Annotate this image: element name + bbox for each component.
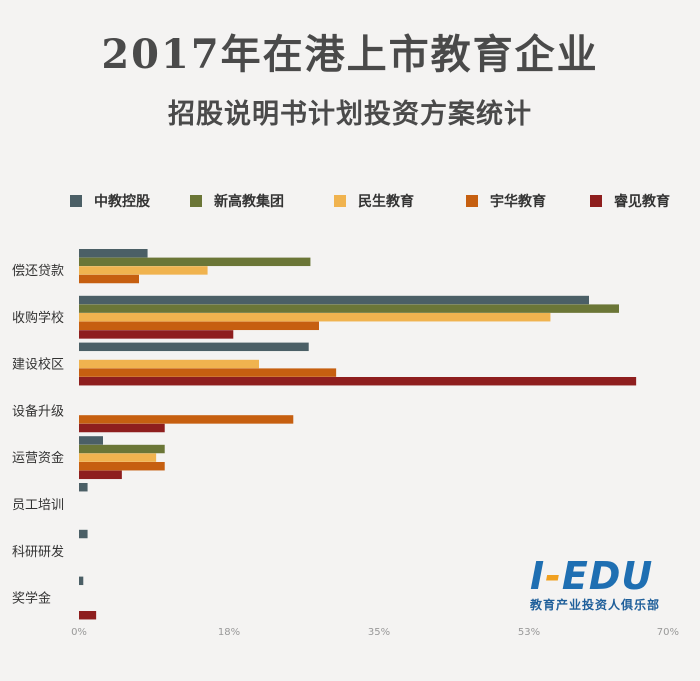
legend: 中教控股 新高教集团 民生教育 宇华教育 睿见教育	[70, 191, 690, 211]
bar	[79, 462, 165, 471]
category-label: 收购学校	[12, 310, 64, 326]
x-tick-label: 18%	[218, 627, 240, 638]
legend-label: 中教控股	[94, 194, 150, 210]
category-label: 运营资金	[12, 450, 64, 466]
bar	[79, 304, 619, 313]
bar	[79, 415, 294, 424]
x-tick-labels: 0% 18% 35% 53% 70%	[71, 627, 679, 638]
bar	[79, 483, 88, 492]
x-tick-label: 0%	[71, 627, 87, 638]
chart-subtitle: 招股说明书计划投资方案统计	[168, 99, 532, 130]
category-label: 设备升级	[12, 403, 64, 419]
bar	[79, 359, 259, 369]
legend-item-xingaojiao: 新高教集团	[190, 191, 284, 211]
bar	[79, 266, 208, 275]
chart-title: 2017年在港上市教育企业	[101, 31, 599, 78]
bar	[79, 257, 311, 267]
bars	[79, 249, 637, 620]
category-label: 建设校区	[12, 357, 64, 373]
category-label: 奖学金	[12, 591, 51, 607]
legend-swatch	[70, 195, 82, 207]
legend-label: 睿见教育	[614, 194, 670, 210]
category-label: 偿还贷款	[12, 264, 64, 279]
legend-swatch	[190, 195, 202, 207]
bar	[79, 470, 122, 480]
bar	[79, 249, 148, 258]
bar	[79, 611, 97, 620]
legend-swatch	[466, 195, 478, 207]
bar	[79, 576, 84, 586]
bar	[79, 436, 103, 445]
bar	[79, 295, 589, 305]
legend-item-yuhua: 宇华教育	[466, 191, 546, 211]
bar	[79, 321, 319, 331]
bar	[79, 453, 157, 462]
i-edu-logo: I-EDU 教育产业投资人俱乐部	[530, 556, 690, 618]
legend-item-ruijian: 睿见教育	[590, 191, 670, 211]
x-tick-label: 53%	[518, 627, 540, 638]
x-tick-label: 70%	[657, 627, 679, 638]
legend-label: 宇华教育	[490, 194, 546, 210]
bar	[79, 368, 337, 377]
logo-tagline: 教育产业投资人俱乐部	[530, 598, 661, 612]
legend-label: 新高教集团	[214, 194, 284, 210]
legend-label: 民生教育	[358, 194, 414, 210]
legend-item-minsheng: 民生教育	[334, 191, 414, 211]
legend-swatch	[590, 195, 602, 207]
legend-swatch	[334, 195, 346, 207]
bar	[79, 377, 637, 386]
bar	[79, 313, 551, 322]
category-label: 科研研发	[12, 544, 64, 560]
category-label: 员工培训	[12, 497, 64, 513]
bar	[79, 274, 139, 284]
bar	[79, 529, 88, 539]
x-tick-label: 35%	[368, 627, 390, 638]
bar	[79, 342, 309, 352]
bar	[79, 330, 234, 339]
bar	[79, 444, 165, 454]
legend-item-zhongjiao: 中教控股	[70, 191, 150, 211]
logo-wordmark: I-EDU	[530, 554, 654, 598]
bar	[79, 423, 165, 433]
